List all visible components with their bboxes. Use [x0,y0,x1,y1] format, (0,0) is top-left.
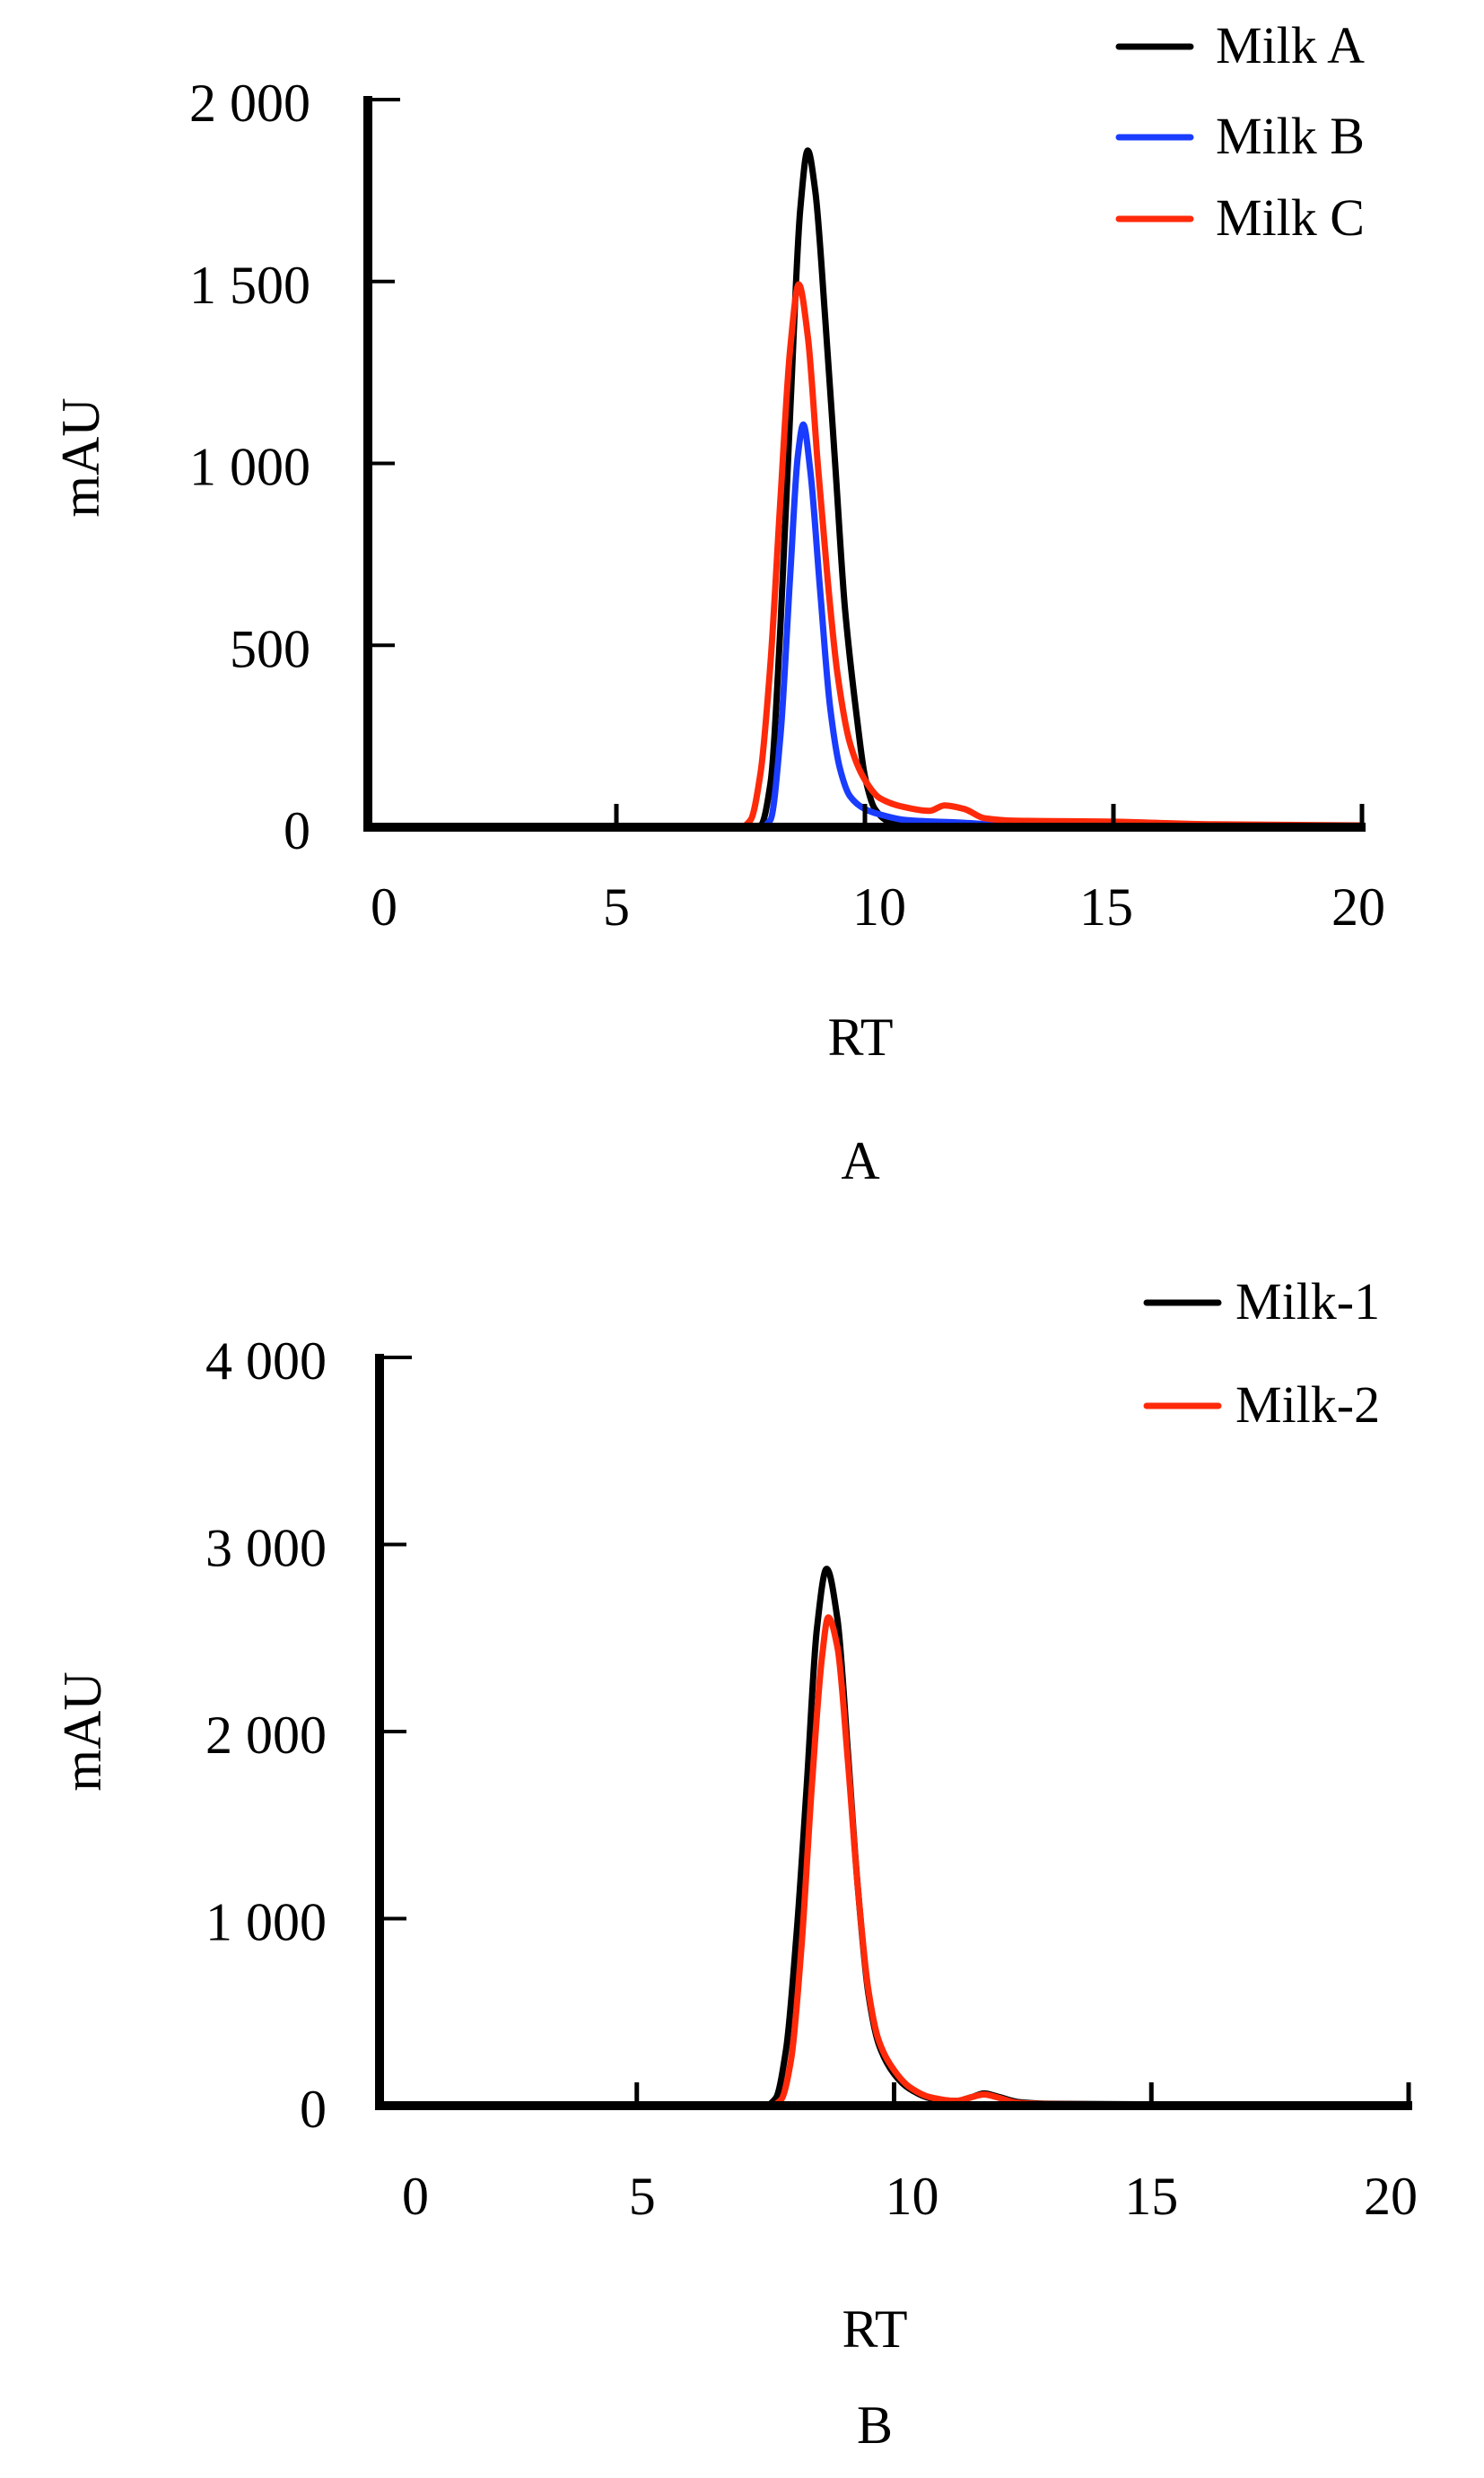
x-tick-label: 15 [1124,2167,1178,2226]
y-tick-label: 1 500 [189,256,310,315]
series-line-milk-b [364,421,1366,831]
x-tick-label: 0 [371,877,397,937]
x-tick-label: 5 [603,877,630,937]
chart-panel-a: 0 500 1 000 1 500 2 000 0 5 10 15 20 mAU RT A Mi… [51,16,1385,1191]
y-tick-label: 1 000 [189,438,310,497]
x-axis-title: RT [842,2299,907,2359]
x-tick-label: 20 [1331,877,1385,937]
y-tick-labels: 0 500 1 000 1 500 2 000 [189,74,310,860]
legend-item: Milk B [1115,107,1365,165]
legend-label: Milk-1 [1235,1272,1380,1331]
y-tick-label: 2 000 [189,74,310,133]
legend: Milk A Milk B Milk C [1115,16,1365,247]
y-tick-label: 0 [284,801,310,860]
legend-item: Milk-1 [1143,1272,1380,1331]
x-tick-labels: 0 5 10 15 20 [402,2167,1418,2226]
y-axis-title: mAU [53,1671,112,1791]
legend-item: Milk C [1115,188,1365,247]
legend-item: Milk A [1115,16,1365,74]
x-tick-label: 20 [1364,2167,1418,2226]
y-tick-label: 0 [300,2080,327,2139]
y-tick-label: 3 000 [205,1519,327,1578]
x-tick-labels: 0 5 10 15 20 [371,877,1385,937]
legend-label: Milk B [1216,107,1365,165]
x-tick-label: 10 [886,2167,939,2226]
series-line-milk-1 [376,1566,1412,2109]
y-tick-label: 500 [230,619,310,678]
panel-label: A [841,1131,879,1191]
series-layer [364,147,1366,831]
legend: Milk-1 Milk-2 [1143,1272,1380,1434]
x-tick-label: 5 [629,2167,656,2226]
y-tick-label: 1 000 [205,1893,327,1952]
y-tick-label: 4 000 [205,1331,327,1391]
x-tick-label: 0 [402,2167,429,2226]
legend-label: Milk C [1216,188,1365,247]
series-line-milk-c [364,281,1366,831]
legend-label: Milk A [1216,16,1365,74]
axes [363,96,1366,832]
series-layer [376,1566,1412,2109]
x-tick-label: 15 [1079,877,1133,937]
legend-item: Milk-2 [1143,1375,1380,1434]
series-line-milk-a [364,147,1366,831]
y-tick-labels: 0 1 000 2 000 3 000 4 000 [205,1331,327,2139]
y-tick-label: 2 000 [205,1706,327,1765]
x-tick-label: 10 [852,877,906,937]
panel-label: B [857,2395,893,2455]
x-axis-title: RT [827,1008,893,1067]
axes [375,1354,1412,2110]
y-axis-title: mAU [51,397,110,517]
series-line-milk-2 [376,1614,1412,2109]
legend-label: Milk-2 [1235,1375,1380,1434]
